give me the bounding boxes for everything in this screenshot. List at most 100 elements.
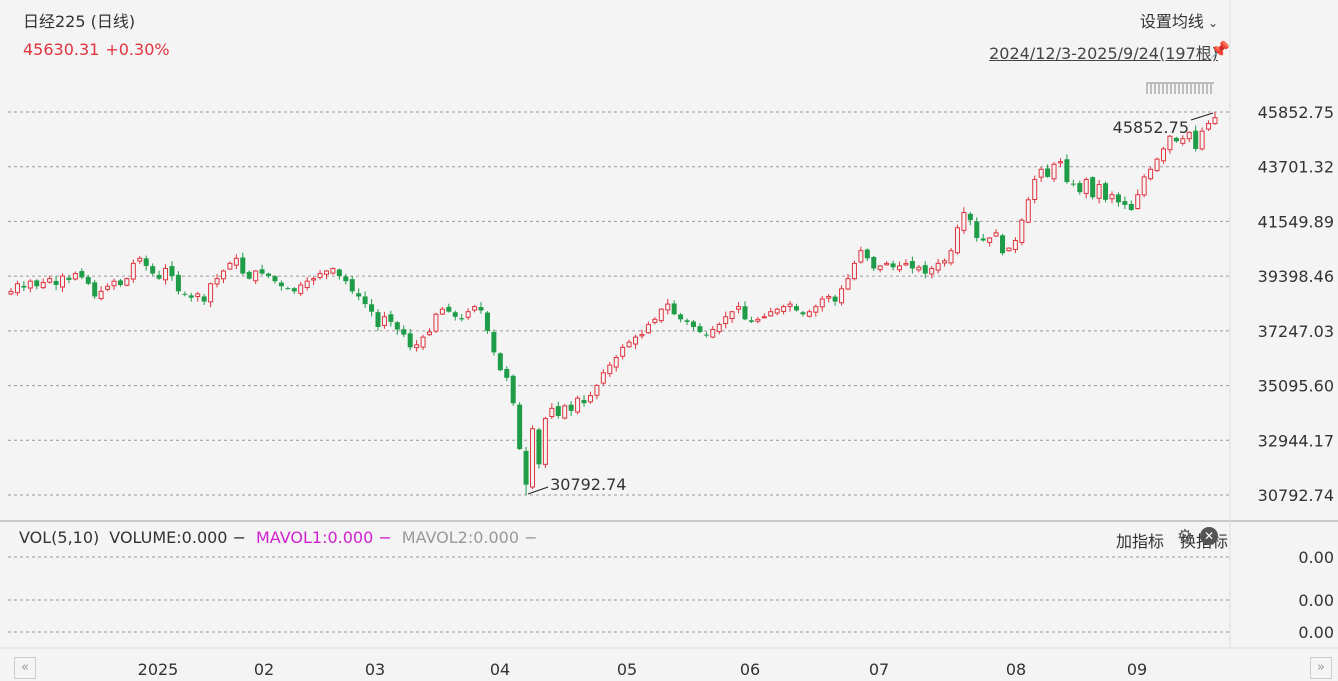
- candle-body-down: [343, 276, 349, 282]
- candle-body-down: [478, 307, 484, 311]
- candle-body-up: [562, 405, 568, 419]
- pin-icon[interactable]: 📌: [1210, 40, 1230, 59]
- candle-body-up: [858, 250, 864, 263]
- high-marker-arrow: [1190, 112, 1214, 121]
- candle-body-up: [14, 283, 20, 294]
- candle-body-up: [942, 260, 948, 264]
- candle-body-down: [510, 375, 516, 404]
- date-range[interactable]: 2024/12/3-2025/9/24(197根): [989, 44, 1218, 63]
- candle-body-up: [111, 280, 117, 287]
- time-tick-label: 08: [1006, 660, 1026, 679]
- candle-body-up: [72, 273, 78, 280]
- candle-body-up: [208, 283, 214, 303]
- candle-body-down: [536, 429, 542, 465]
- candle-body-down: [1090, 177, 1096, 198]
- candle-body-up: [884, 262, 890, 266]
- volume-legend: VOL(5,10) VOLUME:0.000 − MAVOL1:0.000 − MAV…: [19, 528, 538, 547]
- candle-body-up: [761, 316, 767, 319]
- candle-body-up: [1019, 219, 1025, 243]
- candle-body-down: [1064, 159, 1070, 183]
- candle-body-up: [1025, 199, 1031, 223]
- candle-body-down: [697, 326, 703, 333]
- scroll-left-button[interactable]: «: [14, 657, 36, 679]
- add-indicator-button[interactable]: 加指标: [1115, 532, 1164, 551]
- candle-body-down: [980, 238, 986, 241]
- candle-body-up: [575, 397, 581, 413]
- candle-body-up: [1012, 239, 1018, 251]
- candle-body-down: [407, 333, 413, 348]
- candle-body-up: [594, 384, 600, 396]
- scroll-right-button[interactable]: »: [1310, 657, 1332, 679]
- candle-body-up: [40, 281, 46, 289]
- chart-title: 日经225 (日线): [23, 12, 136, 31]
- candle-body-down: [517, 404, 523, 450]
- candle-body-up: [845, 278, 851, 290]
- candle-body-down: [1122, 201, 1128, 205]
- candle-body-down: [375, 312, 381, 327]
- candle-body-up: [935, 262, 941, 271]
- time-tick-label: 02: [254, 660, 274, 679]
- candle-body-up: [317, 273, 323, 279]
- candle-body-up: [465, 311, 471, 318]
- candle-body-up: [124, 278, 130, 286]
- gear-icon[interactable]: ⚙: [1176, 526, 1193, 547]
- price-tick-label: 32944.17: [1258, 431, 1334, 450]
- candle-body-down: [246, 271, 252, 279]
- candle-body-up: [330, 267, 336, 274]
- candle-body-down: [497, 353, 503, 371]
- candle-body-up: [768, 311, 774, 317]
- candle-body-down: [92, 282, 98, 297]
- candle-body-down: [1045, 168, 1051, 177]
- candle-body-down: [1128, 203, 1134, 210]
- candle-body-up: [620, 346, 626, 357]
- candle-body-up: [787, 303, 793, 307]
- candle-body-down: [401, 329, 407, 335]
- candle-body-up: [1096, 184, 1102, 199]
- candle-body-down: [742, 306, 748, 320]
- mavol1-value: MAVOL1:0.000 −: [255, 528, 392, 547]
- candle-body-up: [639, 334, 645, 337]
- candle-body-up: [253, 270, 259, 282]
- candle-body-up: [645, 323, 651, 334]
- candle-body-down: [678, 314, 684, 320]
- last-price: 45630.31: [23, 40, 100, 59]
- set-ma-button[interactable]: 设置均线 ⌄: [1140, 8, 1218, 32]
- candle-body-up: [903, 262, 909, 266]
- candle-body-up: [897, 265, 903, 271]
- candle-body-up: [1141, 176, 1147, 196]
- candle-body-up: [433, 313, 439, 332]
- candle-body-up: [1167, 135, 1173, 151]
- candle-body-down: [240, 257, 246, 274]
- candle-body-down: [484, 312, 490, 331]
- candle-body-up: [607, 364, 613, 375]
- candle-body-up: [298, 284, 304, 294]
- time-tick-label: 2025: [138, 660, 179, 679]
- candle-body-down: [66, 277, 72, 280]
- candle-body-down: [1173, 137, 1179, 142]
- candle-body-down: [278, 282, 284, 287]
- price-tick-label: 41549.89: [1258, 212, 1334, 231]
- candle-body-up: [381, 316, 387, 327]
- candle-body-down: [459, 318, 465, 320]
- candle-body-up: [851, 262, 857, 280]
- candle-body-down: [1103, 183, 1109, 200]
- volume-tick-label: 0.00: [1298, 623, 1334, 642]
- close-icon[interactable]: ✕: [1200, 527, 1218, 545]
- candle-body-down: [21, 285, 27, 288]
- candle-body-down: [336, 269, 342, 277]
- candle-body-down: [1000, 235, 1006, 254]
- range-slider-handle[interactable]: [1146, 82, 1214, 94]
- candle-body-up: [227, 262, 233, 270]
- candle-body-up: [130, 262, 136, 280]
- time-tick-label: 06: [740, 660, 760, 679]
- candle-body-up: [916, 266, 922, 271]
- candle-body-up: [723, 316, 729, 325]
- candle-body-up: [755, 318, 761, 322]
- candle-body-up: [993, 232, 999, 237]
- chevron-down-icon: ⌄: [1207, 16, 1218, 30]
- candle-body-down: [362, 296, 368, 305]
- time-tick-label: 07: [869, 660, 889, 679]
- candle-body-up: [652, 318, 658, 323]
- price-tick-label: 45852.75: [1258, 103, 1334, 122]
- candle-body-down: [1193, 130, 1199, 149]
